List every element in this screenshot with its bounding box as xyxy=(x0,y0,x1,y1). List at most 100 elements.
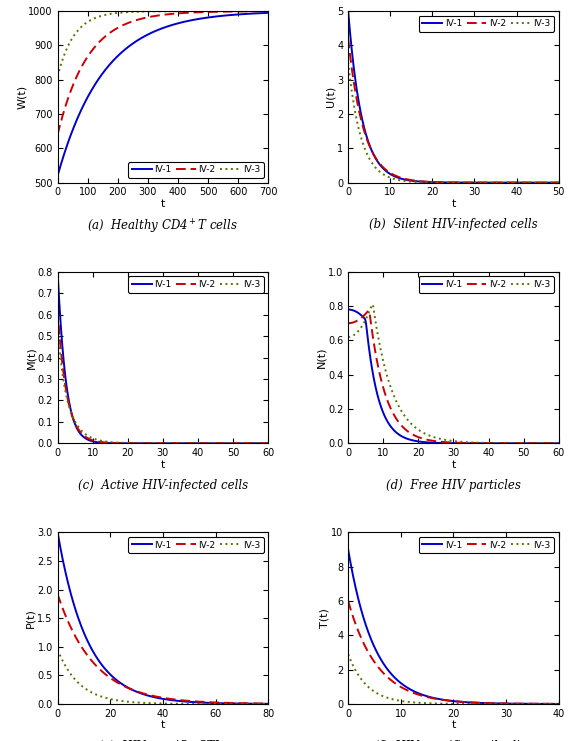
IV-3 xyxy=(259,700,266,708)
IV-2 xyxy=(157,693,164,702)
IV-1 xyxy=(259,439,266,448)
IV-2 xyxy=(355,106,362,115)
IV-3 xyxy=(265,700,272,708)
IV-2 xyxy=(344,34,351,43)
Legend: IV-1, IV-2, IV-3: IV-1, IV-2, IV-3 xyxy=(419,16,554,32)
IV-3 xyxy=(549,439,556,448)
IV-2 xyxy=(259,439,266,448)
IV-2 xyxy=(447,438,454,447)
IV-2 xyxy=(220,439,227,448)
IV-1 xyxy=(510,439,517,448)
IV-2 xyxy=(550,439,556,448)
IV-3 xyxy=(151,439,158,448)
IV-1 xyxy=(220,699,227,708)
IV-3 xyxy=(265,7,272,16)
IV-1 xyxy=(447,697,454,705)
Y-axis label: M(t): M(t) xyxy=(26,346,36,369)
Line: IV-3: IV-3 xyxy=(58,11,268,76)
IV-1 xyxy=(151,693,158,702)
IV-1 xyxy=(549,700,556,708)
Legend: IV-1, IV-2, IV-3: IV-1, IV-2, IV-3 xyxy=(128,537,264,554)
IV-2 xyxy=(259,439,266,448)
IV-1 xyxy=(157,439,164,448)
Legend: IV-1, IV-2, IV-3: IV-1, IV-2, IV-3 xyxy=(419,537,554,554)
IV-3 xyxy=(65,399,72,408)
IV-2 xyxy=(259,7,266,16)
Y-axis label: N(t): N(t) xyxy=(317,347,327,368)
IV-1 xyxy=(54,268,61,276)
IV-2 xyxy=(54,130,61,139)
IV-1 xyxy=(265,439,272,448)
IV-3 xyxy=(259,439,266,448)
IV-2 xyxy=(220,7,227,16)
IV-3 xyxy=(355,326,362,335)
IV-2 xyxy=(151,439,158,448)
IV-1 xyxy=(555,439,562,448)
Line: IV-2: IV-2 xyxy=(348,39,559,182)
IV-3 xyxy=(550,439,556,448)
IV-1 xyxy=(65,579,72,588)
Line: IV-2: IV-2 xyxy=(58,310,268,443)
IV-3 xyxy=(259,700,266,708)
IV-3 xyxy=(65,41,72,50)
Line: IV-3: IV-3 xyxy=(348,305,559,443)
Text: (d)  Free HIV particles: (d) Free HIV particles xyxy=(386,479,521,492)
IV-1 xyxy=(151,27,158,36)
IV-1 xyxy=(265,700,272,708)
IV-1 xyxy=(344,305,351,314)
IV-1 xyxy=(54,171,61,180)
Line: IV-1: IV-1 xyxy=(58,533,268,704)
Legend: IV-1, IV-2, IV-3: IV-1, IV-2, IV-3 xyxy=(128,276,264,293)
Y-axis label: P(t): P(t) xyxy=(26,608,36,628)
IV-3 xyxy=(259,7,266,16)
IV-3 xyxy=(220,700,227,708)
Line: IV-1: IV-1 xyxy=(348,11,559,182)
IV-3 xyxy=(54,645,61,654)
X-axis label: t: t xyxy=(451,720,456,730)
IV-2 xyxy=(259,699,266,708)
Line: IV-2: IV-2 xyxy=(348,601,559,704)
IV-3 xyxy=(220,439,227,448)
IV-1 xyxy=(220,439,227,448)
X-axis label: t: t xyxy=(161,720,165,730)
IV-3 xyxy=(54,72,61,81)
IV-2 xyxy=(54,590,61,599)
IV-3 xyxy=(555,439,562,448)
IV-3 xyxy=(369,300,376,309)
IV-1 xyxy=(549,439,556,448)
Line: IV-1: IV-1 xyxy=(348,310,559,443)
IV-2 xyxy=(365,306,372,315)
Line: IV-2: IV-2 xyxy=(348,310,559,443)
Line: IV-1: IV-1 xyxy=(58,272,268,443)
IV-2 xyxy=(220,698,227,707)
Line: IV-2: IV-2 xyxy=(58,594,268,704)
IV-2 xyxy=(54,306,61,315)
IV-2 xyxy=(549,700,556,708)
IV-1 xyxy=(447,439,454,448)
IV-3 xyxy=(447,436,454,445)
IV-1 xyxy=(549,700,556,708)
IV-3 xyxy=(442,178,449,187)
IV-3 xyxy=(447,700,454,708)
IV-3 xyxy=(157,699,164,708)
IV-3 xyxy=(151,7,158,16)
IV-3 xyxy=(555,178,562,187)
IV-2 xyxy=(259,7,266,16)
IV-1 xyxy=(265,8,272,17)
IV-3 xyxy=(344,333,351,342)
IV-2 xyxy=(510,700,517,708)
Text: (b)  Silent HIV-infected cells: (b) Silent HIV-infected cells xyxy=(369,218,538,231)
IV-2 xyxy=(259,699,266,708)
IV-3 xyxy=(265,439,272,448)
IV-3 xyxy=(442,436,449,445)
IV-1 xyxy=(355,309,362,318)
X-axis label: t: t xyxy=(451,199,456,209)
Legend: IV-1, IV-2, IV-3: IV-1, IV-2, IV-3 xyxy=(419,276,554,293)
IV-3 xyxy=(65,666,72,675)
Line: IV-1: IV-1 xyxy=(58,13,268,176)
IV-2 xyxy=(151,692,158,701)
IV-2 xyxy=(355,315,362,324)
IV-1 xyxy=(555,178,562,187)
IV-3 xyxy=(157,7,164,16)
IV-2 xyxy=(151,12,158,21)
